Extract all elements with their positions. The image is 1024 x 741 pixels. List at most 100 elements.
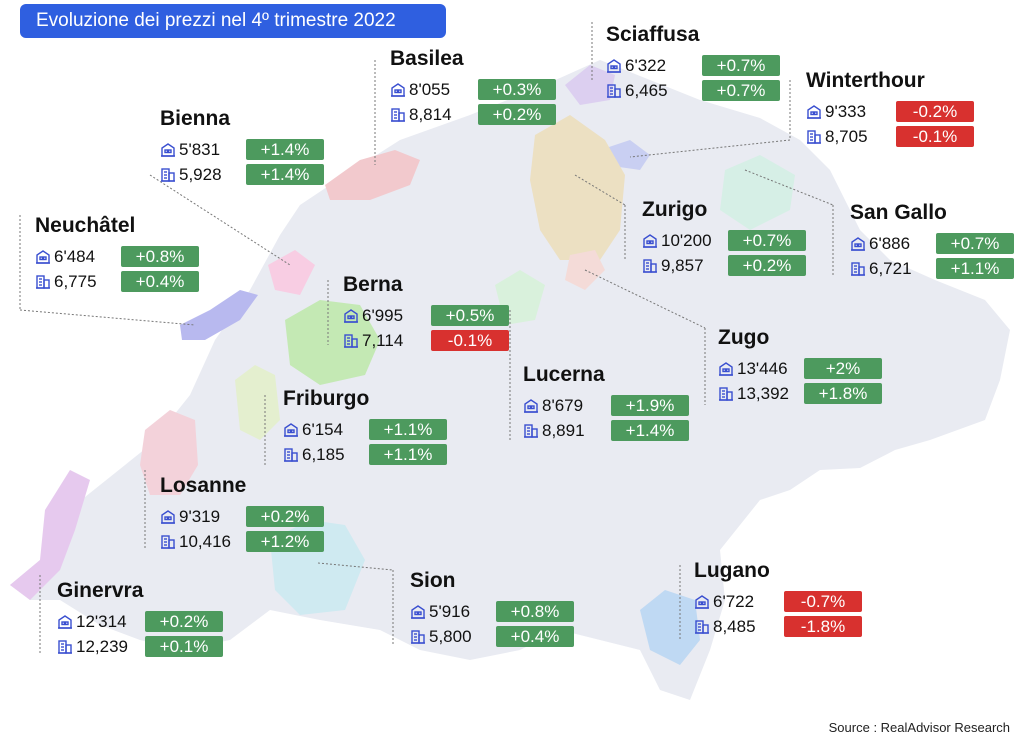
apartment-price-row: 8'055 +0.3% (390, 77, 556, 102)
apartment-price-value: 6'886 (869, 233, 911, 253)
house-icon (161, 534, 175, 549)
house-change-badge: -1.8% (784, 616, 862, 637)
house-change-badge: -0.1% (431, 330, 509, 351)
apartment-icon (36, 249, 50, 264)
apartment-change-badge: +1.4% (246, 139, 324, 160)
apartment-price-value: 6'154 (302, 419, 344, 439)
apartment-price-value: 5'831 (179, 139, 221, 159)
house-change-badge: +1.1% (936, 258, 1014, 279)
house-price-row: 5,928 +1.4% (160, 162, 324, 187)
apartment-price-row: 5'831 +1.4% (160, 137, 324, 162)
house-change-badge: -0.1% (896, 126, 974, 147)
apartment-icon (161, 142, 175, 157)
city-block-basilea: Basilea 8'055 +0.3% 8,814 +0.2% (390, 46, 556, 127)
city-block-sion: Sion 5'916 +0.8% 5,800 +0.4% (410, 568, 574, 649)
house-icon (851, 261, 865, 276)
city-name: Sion (410, 569, 456, 592)
apartment-change-badge: +0.7% (702, 55, 780, 76)
city-name: Zugo (718, 326, 770, 349)
house-price-row: 6,465 +0.7% (606, 78, 780, 103)
house-change-badge: +1.4% (611, 420, 689, 441)
house-price-value: 6,721 (869, 258, 912, 278)
house-icon (58, 639, 72, 654)
city-block-zugo: Zugo 13'446 +2% 13,392 +1.8% (718, 325, 882, 406)
house-price-row: 7,114 -0.1% (343, 328, 509, 353)
apartment-price-value: 5'916 (429, 601, 471, 621)
canton-basilea (325, 150, 420, 200)
apartment-price-row: 6'484 +0.8% (35, 244, 199, 269)
city-name: Ginervra (57, 579, 144, 602)
city-block-sciaffusa: Sciaffusa 6'322 +0.7% 6,465 +0.7% (606, 22, 780, 103)
apartment-price-value: 6'995 (362, 305, 404, 325)
house-icon (411, 629, 425, 644)
leader-line-sion (317, 562, 394, 571)
apartment-change-badge: +0.8% (496, 601, 574, 622)
apartment-price-row: 8'679 +1.9% (523, 393, 689, 418)
canton-sciaffusa (565, 65, 615, 105)
apartment-price-value: 8'055 (409, 79, 451, 99)
apartment-icon (58, 614, 72, 629)
canton-neuchatel (180, 290, 258, 340)
apartment-icon (344, 308, 358, 323)
apartment-change-badge: +0.8% (121, 246, 199, 267)
canton-lugano (640, 590, 700, 665)
city-name: Zurigo (642, 198, 708, 221)
page-title: Evoluzione dei prezzi nel 4º trimestre 2… (20, 4, 446, 38)
apartment-price-row: 13'446 +2% (718, 356, 882, 381)
apartment-price-row: 6'322 +0.7% (606, 53, 780, 78)
house-price-row: 6,721 +1.1% (850, 256, 1014, 281)
apartment-icon (695, 594, 709, 609)
house-price-row: 8,485 -1.8% (694, 614, 862, 639)
apartment-icon (719, 361, 733, 376)
apartment-change-badge: +0.2% (145, 611, 223, 632)
apartment-change-badge: +0.2% (246, 506, 324, 527)
apartment-price-value: 6'322 (625, 55, 667, 75)
apartment-price-row: 6'154 +1.1% (283, 417, 447, 442)
house-icon (161, 167, 175, 182)
apartment-icon (411, 604, 425, 619)
city-block-bienna: Bienna 5'831 +1.4% 5,928 +1.4% (160, 106, 324, 187)
apartment-change-badge: +0.5% (431, 305, 509, 326)
apartment-icon (284, 422, 298, 437)
apartment-price-value: 9'333 (825, 101, 867, 121)
house-icon (807, 129, 821, 144)
city-block-losanne: Losanne 9'319 +0.2% 10,416 +1.2% (160, 473, 324, 554)
leader-line-winterthour-2 (629, 139, 791, 158)
city-block-san-gallo: San Gallo 6'886 +0.7% 6,721 +1.1% (850, 200, 1014, 281)
apartment-price-row: 12'314 +0.2% (57, 609, 223, 634)
house-price-value: 10,416 (179, 531, 231, 551)
house-price-row: 6,185 +1.1% (283, 442, 447, 467)
apartment-icon (807, 104, 821, 119)
canton-san-gallo (720, 155, 795, 230)
house-price-row: 12,239 +0.1% (57, 634, 223, 659)
apartment-price-value: 9'319 (179, 506, 221, 526)
house-change-badge: +0.2% (478, 104, 556, 125)
city-block-friburgo: Friburgo 6'154 +1.1% 6,185 +1.1% (283, 386, 447, 467)
leader-line-neuchatel-2 (19, 309, 196, 326)
house-change-badge: +0.4% (496, 626, 574, 647)
apartment-price-value: 13'446 (737, 358, 788, 378)
city-name: Lugano (694, 559, 770, 582)
house-price-value: 8,891 (542, 420, 585, 440)
house-price-row: 8,705 -0.1% (806, 124, 974, 149)
city-name: Berna (343, 273, 403, 296)
house-icon (719, 386, 733, 401)
apartment-change-badge: +0.7% (936, 233, 1014, 254)
source-credit: Source : RealAdvisor Research (828, 720, 1010, 735)
house-change-badge: +0.2% (728, 255, 806, 276)
canton-ginervra (10, 470, 90, 600)
apartment-change-badge: -0.2% (896, 101, 974, 122)
house-icon (391, 107, 405, 122)
house-price-value: 6,775 (54, 271, 97, 291)
house-price-value: 8,485 (713, 616, 756, 636)
city-name: Lucerna (523, 363, 605, 386)
apartment-change-badge: +0.3% (478, 79, 556, 100)
apartment-price-row: 9'319 +0.2% (160, 504, 324, 529)
apartment-change-badge: -0.7% (784, 591, 862, 612)
leader-lines (19, 22, 834, 655)
apartment-price-row: 10'200 +0.7% (642, 228, 806, 253)
house-icon (695, 619, 709, 634)
apartment-change-badge: +1.9% (611, 395, 689, 416)
house-icon (607, 83, 621, 98)
apartment-icon (607, 58, 621, 73)
